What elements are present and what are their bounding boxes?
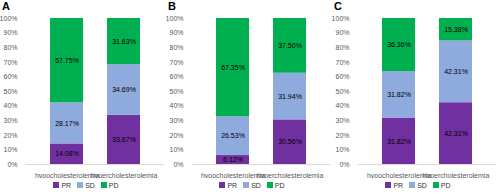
- svg-text:80%: 80%: [335, 44, 349, 51]
- html-text:PR: PR: [393, 181, 404, 189]
- svg-text:26.53%: 26.53%: [221, 132, 245, 139]
- svg-text:hypercholesterolemia: hypercholesterolemia: [423, 172, 490, 178]
- html-text:B: B: [168, 0, 176, 12]
- svg-text:hypocholesterolemia: hypocholesterolemia: [201, 172, 265, 178]
- svg-text:100%: 100%: [332, 15, 350, 22]
- svg-text:31.63%: 31.63%: [112, 38, 136, 45]
- svg-text:hypocholesterolemia: hypocholesterolemia: [367, 172, 431, 178]
- html-text:C: C: [334, 0, 342, 12]
- svg-text:20%: 20%: [335, 132, 349, 139]
- svg-text:31.82%: 31.82%: [387, 91, 411, 98]
- svg-text:60%: 60%: [335, 73, 349, 80]
- svg-text:28.17%: 28.17%: [55, 120, 79, 127]
- svg-text:33.67%: 33.67%: [112, 136, 136, 143]
- svg-text:hypercholesterolemia: hypercholesterolemia: [257, 172, 324, 178]
- svg-text:42.31%: 42.31%: [444, 130, 468, 137]
- svg-text:67.35%: 67.35%: [221, 64, 245, 71]
- svg-text:0%: 0%: [7, 161, 17, 168]
- svg-text:40%: 40%: [169, 102, 183, 109]
- svg-text:50%: 50%: [169, 88, 183, 95]
- html-text:SD: SD: [251, 181, 261, 189]
- svg-text:100%: 100%: [0, 15, 18, 22]
- svg-text:50%: 50%: [3, 88, 17, 95]
- svg-text:20%: 20%: [169, 132, 183, 139]
- svg-text:31.82%: 31.82%: [387, 138, 411, 145]
- svg-text:80%: 80%: [169, 44, 183, 51]
- html-text:PR: PR: [61, 181, 72, 189]
- svg-text:20%: 20%: [3, 132, 17, 139]
- svg-text:hypocholesterolemia: hypocholesterolemia: [35, 172, 99, 178]
- svg-text:10%: 10%: [335, 146, 349, 153]
- svg-text:90%: 90%: [169, 29, 183, 36]
- html-text:SD: SD: [85, 181, 95, 189]
- svg-text:30%: 30%: [3, 117, 17, 124]
- svg-text:90%: 90%: [335, 29, 349, 36]
- svg-text:36.36%: 36.36%: [387, 41, 411, 48]
- html-text:PD: PD: [274, 181, 285, 189]
- svg-text:70%: 70%: [3, 59, 17, 66]
- html-text:A: A: [2, 0, 10, 12]
- svg-text:60%: 60%: [3, 73, 17, 80]
- svg-text:42.31%: 42.31%: [444, 68, 468, 75]
- svg-text:hypercholesterolemia: hypercholesterolemia: [91, 172, 158, 178]
- svg-text:60%: 60%: [169, 73, 183, 80]
- svg-text:30%: 30%: [169, 117, 183, 124]
- html-text:PD: PD: [440, 181, 451, 189]
- svg-text:37.50%: 37.50%: [278, 42, 302, 49]
- svg-text:40%: 40%: [3, 102, 17, 109]
- svg-text:50%: 50%: [335, 88, 349, 95]
- svg-text:57.75%: 57.75%: [55, 57, 79, 64]
- svg-text:90%: 90%: [3, 29, 17, 36]
- svg-text:10%: 10%: [169, 146, 183, 153]
- svg-text:6.12%: 6.12%: [223, 156, 243, 163]
- html-text:SD: SD: [417, 181, 427, 189]
- svg-text:34.69%: 34.69%: [112, 86, 136, 93]
- svg-text:100%: 100%: [166, 15, 184, 22]
- svg-text:70%: 70%: [169, 59, 183, 66]
- html-text:PR: PR: [227, 181, 238, 189]
- svg-text:30.56%: 30.56%: [278, 138, 302, 145]
- svg-text:31.94%: 31.94%: [278, 93, 302, 100]
- svg-text:80%: 80%: [3, 44, 17, 51]
- svg-text:70%: 70%: [335, 59, 349, 66]
- svg-text:15.38%: 15.38%: [444, 26, 468, 33]
- html-text:PD: PD: [108, 181, 119, 189]
- svg-text:14.08%: 14.08%: [55, 150, 79, 157]
- svg-text:0%: 0%: [173, 161, 183, 168]
- svg-text:0%: 0%: [339, 161, 349, 168]
- svg-text:30%: 30%: [335, 117, 349, 124]
- svg-text:10%: 10%: [3, 146, 17, 153]
- svg-text:40%: 40%: [335, 102, 349, 109]
